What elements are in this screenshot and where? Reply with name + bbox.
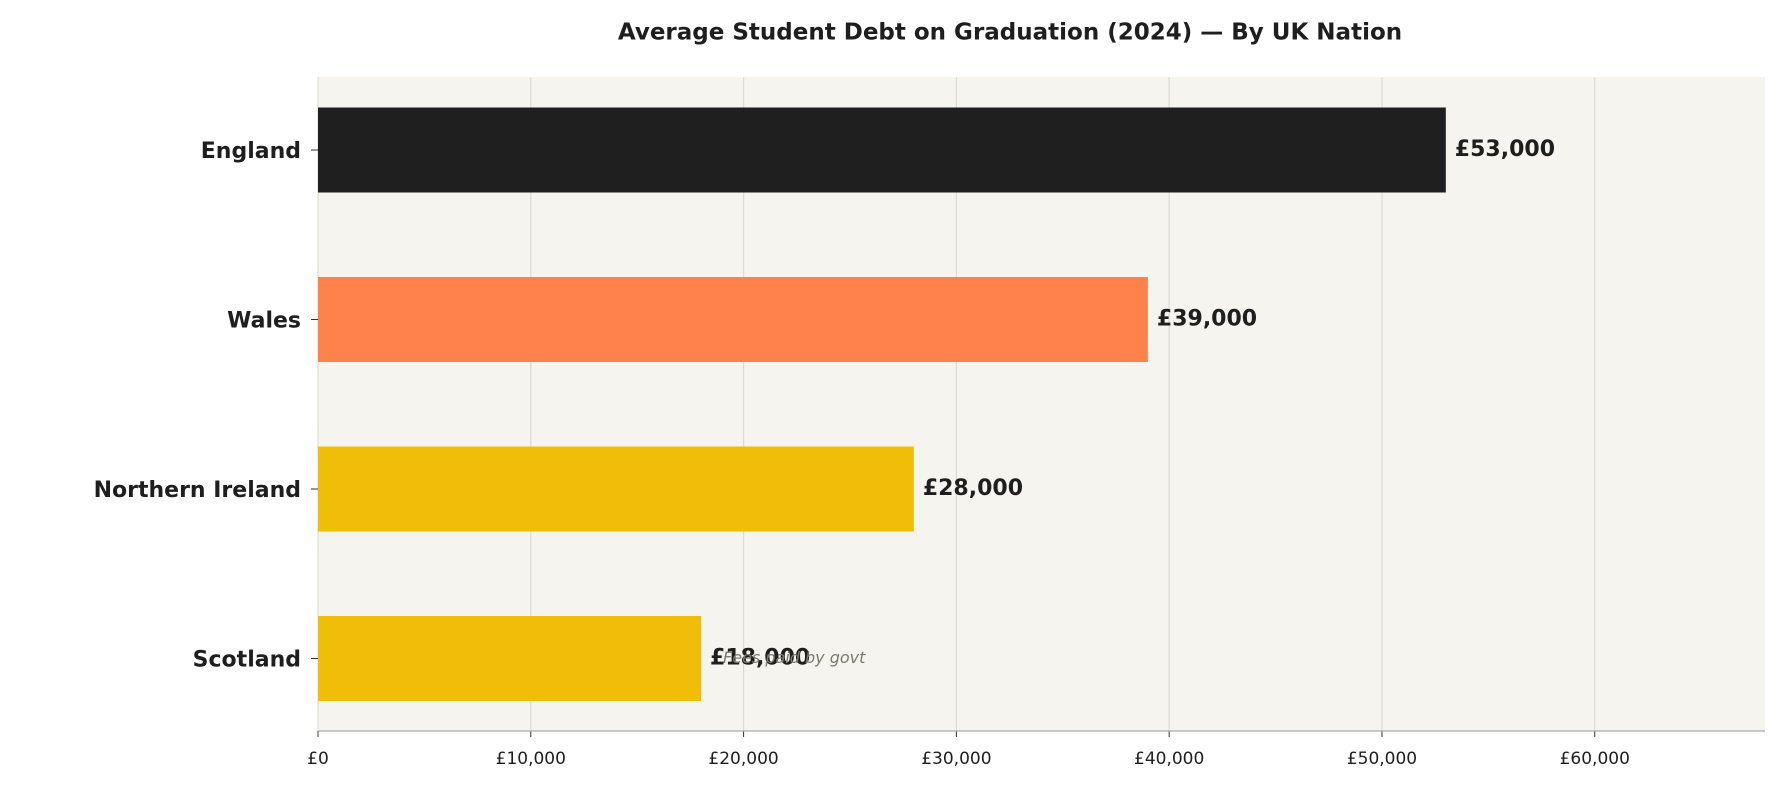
value-label: £28,000 — [923, 476, 1023, 501]
x-tick-label: £30,000 — [921, 749, 991, 769]
y-tick-label: Wales — [227, 309, 301, 334]
annotation: Fees paid by govt — [723, 648, 866, 667]
value-label: £18,000 — [710, 646, 810, 671]
chart-title: Average Student Debt on Graduation (2024… — [618, 20, 1402, 46]
y-tick-label: Northern Ireland — [94, 478, 301, 503]
value-label: £53,000 — [1455, 137, 1555, 162]
x-tick-label: £10,000 — [496, 749, 566, 769]
value-label: £39,000 — [1157, 307, 1257, 332]
x-tick-label: £50,000 — [1347, 749, 1417, 769]
bar — [318, 616, 702, 701]
bar — [318, 277, 1148, 362]
x-tick-label: £40,000 — [1134, 749, 1204, 769]
y-tick-label: Scotland — [193, 648, 301, 673]
x-tick-label: £60,000 — [1560, 749, 1630, 769]
x-tick-label: £0 — [307, 749, 329, 769]
bar — [318, 446, 914, 532]
bar — [318, 107, 1446, 193]
x-tick-label: £20,000 — [708, 749, 778, 769]
y-tick-label: England — [201, 139, 301, 164]
